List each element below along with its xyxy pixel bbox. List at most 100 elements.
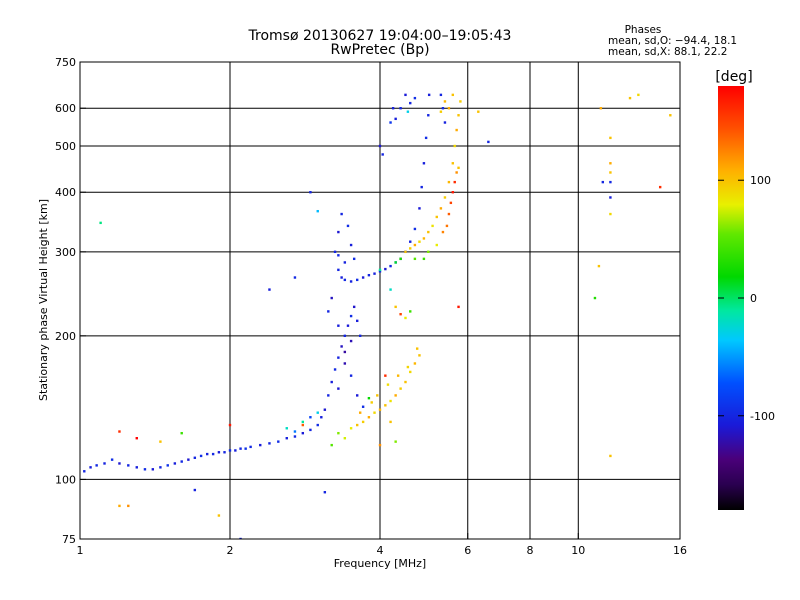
data-point bbox=[418, 207, 421, 210]
data-point bbox=[409, 240, 412, 243]
data-point bbox=[361, 276, 365, 279]
x-tick-label: 16 bbox=[673, 544, 687, 557]
data-point bbox=[234, 449, 237, 452]
data-point bbox=[441, 230, 445, 234]
data-point bbox=[268, 442, 271, 445]
data-point bbox=[355, 394, 359, 397]
data-point bbox=[457, 114, 460, 117]
data-point bbox=[343, 278, 347, 282]
data-point bbox=[349, 243, 353, 247]
data-point bbox=[349, 280, 353, 283]
data-point bbox=[376, 394, 379, 397]
data-point bbox=[451, 93, 455, 97]
data-point bbox=[413, 96, 417, 100]
data-point bbox=[389, 420, 392, 424]
data-point bbox=[394, 394, 397, 397]
data-point bbox=[249, 445, 252, 449]
data-point bbox=[609, 212, 612, 216]
data-point bbox=[127, 464, 130, 467]
data-point bbox=[404, 250, 407, 254]
data-point bbox=[211, 452, 215, 456]
data-point bbox=[399, 257, 402, 261]
data-point bbox=[435, 243, 438, 247]
data-point bbox=[349, 374, 353, 377]
data-point bbox=[330, 296, 333, 300]
data-point bbox=[447, 107, 451, 110]
x-axis-label: Frequency [MHz] bbox=[334, 557, 426, 570]
data-point bbox=[609, 196, 612, 199]
data-point bbox=[343, 437, 347, 440]
data-points bbox=[83, 93, 672, 539]
x-tick-label: 4 bbox=[377, 544, 384, 557]
data-point bbox=[409, 101, 412, 105]
stats-x-mode: mean, sd,X: 88.1, 22.2 bbox=[608, 46, 727, 58]
x-tick-label: 2 bbox=[227, 544, 234, 557]
data-point bbox=[352, 257, 356, 261]
data-point bbox=[443, 100, 447, 103]
data-point bbox=[447, 212, 451, 216]
data-point bbox=[389, 121, 392, 124]
data-point bbox=[399, 387, 402, 390]
data-point bbox=[422, 162, 426, 165]
data-point bbox=[293, 276, 297, 279]
data-point bbox=[127, 504, 130, 508]
data-point bbox=[118, 430, 121, 433]
data-point bbox=[239, 537, 242, 539]
x-tick-label: 6 bbox=[464, 544, 471, 557]
data-point bbox=[337, 268, 340, 272]
grid-lines bbox=[80, 62, 680, 539]
data-point bbox=[424, 136, 428, 140]
data-point bbox=[370, 401, 373, 404]
data-point bbox=[413, 243, 417, 247]
data-point bbox=[323, 408, 327, 411]
data-point bbox=[431, 224, 434, 228]
y-tick-label: 400 bbox=[55, 186, 76, 199]
stats-heading: Phases bbox=[625, 24, 662, 36]
data-point bbox=[151, 468, 155, 471]
data-point bbox=[330, 380, 333, 384]
data-point bbox=[340, 345, 343, 348]
data-point bbox=[333, 250, 337, 254]
data-point bbox=[309, 428, 312, 432]
data-point bbox=[599, 107, 603, 110]
data-point bbox=[118, 462, 121, 465]
data-point bbox=[435, 215, 438, 219]
data-point bbox=[343, 334, 347, 338]
data-point bbox=[337, 254, 340, 257]
data-point bbox=[180, 460, 183, 463]
data-point bbox=[637, 93, 640, 97]
data-point bbox=[352, 305, 356, 309]
data-point bbox=[367, 273, 371, 277]
data-point bbox=[609, 454, 612, 458]
data-point bbox=[451, 191, 455, 194]
data-point bbox=[427, 230, 430, 234]
x-tick-label: 10 bbox=[571, 544, 585, 557]
data-point bbox=[349, 339, 353, 343]
data-point bbox=[413, 257, 417, 261]
data-point bbox=[83, 470, 86, 473]
data-point bbox=[340, 212, 343, 216]
data-point bbox=[301, 431, 305, 435]
data-point bbox=[358, 334, 362, 338]
data-point bbox=[441, 107, 445, 110]
data-point bbox=[609, 171, 612, 174]
y-tick-label: 100 bbox=[55, 473, 76, 486]
data-point bbox=[399, 312, 402, 316]
data-point bbox=[159, 466, 162, 469]
data-point bbox=[301, 420, 305, 424]
data-point bbox=[394, 261, 397, 264]
y-tick-label: 500 bbox=[55, 140, 76, 153]
data-point bbox=[309, 191, 312, 194]
data-point bbox=[378, 270, 382, 273]
data-point bbox=[455, 171, 458, 174]
data-point bbox=[443, 121, 447, 124]
data-point bbox=[394, 440, 397, 443]
data-point bbox=[337, 324, 340, 327]
data-point bbox=[223, 451, 226, 454]
data-point bbox=[389, 399, 392, 403]
data-point bbox=[333, 368, 337, 371]
data-point bbox=[316, 411, 319, 414]
data-point bbox=[381, 153, 384, 156]
y-tick-label: 750 bbox=[55, 56, 76, 69]
data-point bbox=[477, 110, 480, 113]
